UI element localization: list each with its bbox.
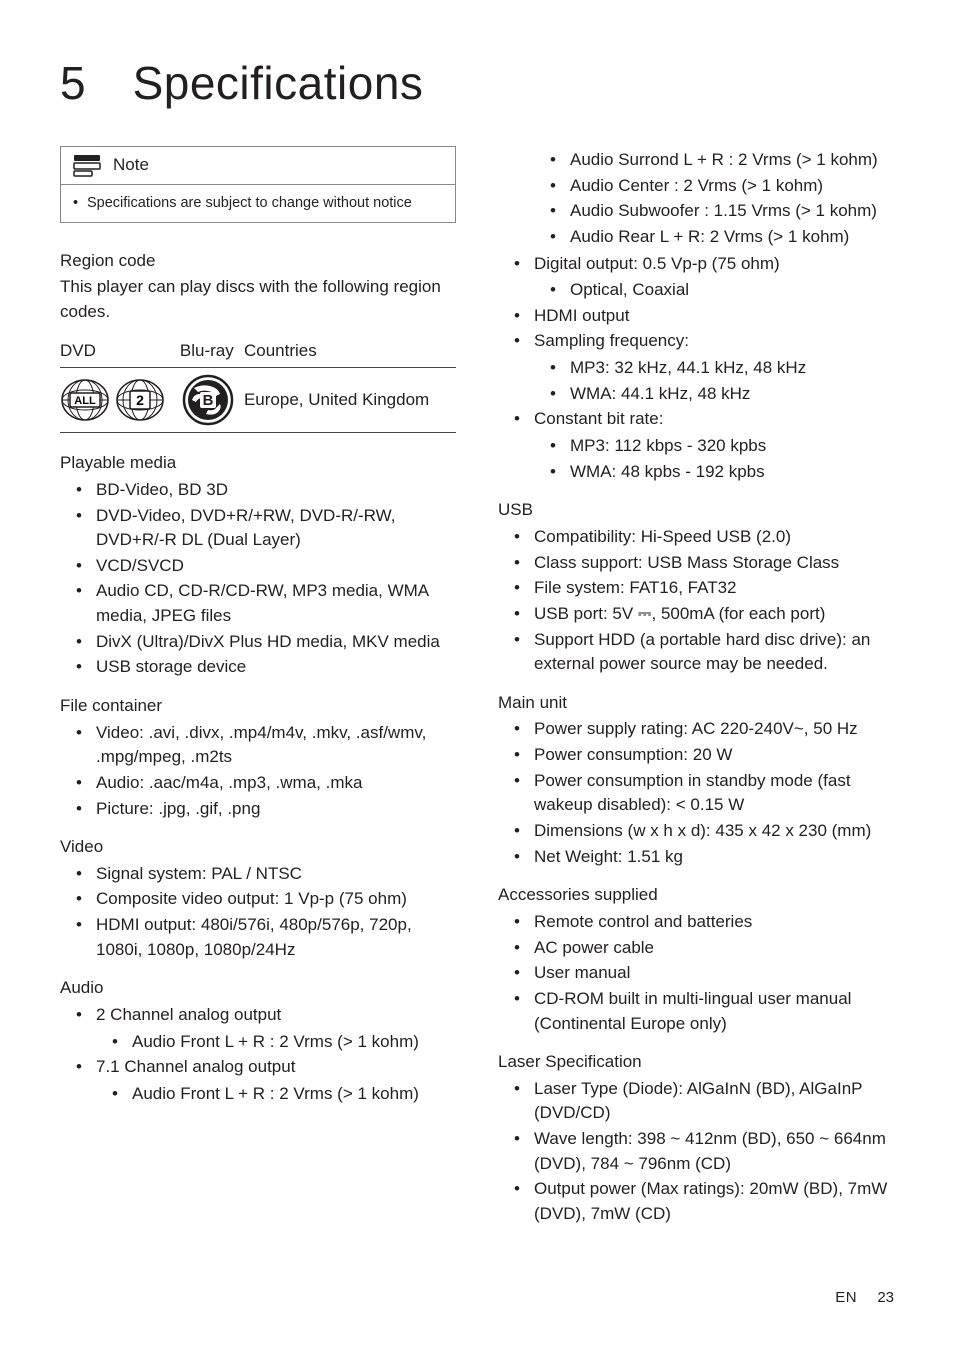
list-item: Audio: .aac/m4a, .mp3, .wma, .mka [60, 771, 456, 796]
th-countries: Countries [244, 339, 456, 368]
list-item: Optical, Coaxial [534, 278, 894, 303]
region-table: DVD Blu-ray Countries ALL [60, 339, 456, 434]
list-item: Power supply rating: AC 220-240V~, 50 Hz [498, 717, 894, 742]
list-item: USB port: 5V ⎓, 500mA (for each port) [498, 602, 894, 627]
list-item: Picture: .jpg, .gif, .png [60, 797, 456, 822]
list-item: Laser Type (Diode): AlGaInN (BD), AlGaIn… [498, 1077, 894, 1126]
list-item: Digital output: 0.5 Vp-p (75 ohm) Optica… [498, 252, 894, 303]
region-code-heading: Region code [60, 249, 456, 274]
list-item: VCD/SVCD [60, 554, 456, 579]
svg-text:B: B [202, 392, 213, 409]
list-item: Constant bit rate: MP3: 112 kbps - 320 k… [498, 407, 894, 484]
left-column: Note Specifications are subject to chang… [60, 146, 456, 1228]
list-item: BD-Video, BD 3D [60, 478, 456, 503]
th-bluray: Blu-ray [180, 339, 244, 368]
list-item: Support HDD (a portable hard disc drive)… [498, 628, 894, 677]
audio-heading: Audio [60, 976, 456, 1001]
list-item: USB storage device [60, 655, 456, 680]
video-list: Signal system: PAL / NTSC Composite vide… [60, 862, 456, 963]
note-box: Note Specifications are subject to chang… [60, 146, 456, 223]
usb-list: Compatibility: Hi-Speed USB (2.0) Class … [498, 525, 894, 677]
list-item: Audio Subwoofer : 1.15 Vrms (> 1 kohm) [534, 199, 894, 224]
list-item-text: 7.1 Channel analog output [96, 1057, 295, 1076]
list-item: Audio Front L + R : 2 Vrms (> 1 kohm) [96, 1030, 456, 1055]
svg-text:ALL: ALL [74, 395, 96, 407]
main-unit-list: Power supply rating: AC 220-240V~, 50 Hz… [498, 717, 894, 869]
list-item: CD-ROM built in multi-lingual user manua… [498, 987, 894, 1036]
note-icon [73, 153, 101, 177]
list-item: Audio Rear L + R: 2 Vrms (> 1 kohm) [534, 225, 894, 250]
page-title: 5 Specifications [60, 56, 894, 110]
list-item: 7.1 Channel analog output Audio Front L … [60, 1055, 456, 1106]
list-item-text: Digital output: 0.5 Vp-p (75 ohm) [534, 254, 780, 273]
list-item: Audio Front L + R : 2 Vrms (> 1 kohm) [96, 1082, 456, 1107]
playable-media-heading: Playable media [60, 451, 456, 476]
list-item: Remote control and batteries [498, 910, 894, 935]
audio-71-sublist: Audio Surrond L + R : 2 Vrms (> 1 kohm) … [498, 148, 894, 250]
table-row: DVD Blu-ray Countries [60, 339, 456, 368]
list-item: DivX (Ultra)/DivX Plus HD media, MKV med… [60, 630, 456, 655]
list-item: Power consumption: 20 W [498, 743, 894, 768]
accessories-heading: Accessories supplied [498, 883, 894, 908]
list-item: Compatibility: Hi-Speed USB (2.0) [498, 525, 894, 550]
region-code-intro: This player can play discs with the foll… [60, 275, 456, 324]
page-footer: EN 23 [835, 1289, 894, 1306]
note-text: Specifications are subject to change wit… [61, 184, 455, 222]
list-item: DVD-Video, DVD+R/+RW, DVD-R/-RW, DVD+R/-… [60, 504, 456, 553]
list-item: HDMI output [498, 304, 894, 329]
list-item: Composite video output: 1 Vp-p (75 ohm) [60, 887, 456, 912]
list-item: HDMI output: 480i/576i, 480p/576p, 720p,… [60, 913, 456, 962]
list-item: User manual [498, 961, 894, 986]
list-item: Signal system: PAL / NTSC [60, 862, 456, 887]
list-item: WMA: 44.1 kHz, 48 kHz [534, 382, 894, 407]
list-item-text: Constant bit rate: [534, 409, 663, 428]
audio-cont-list: Digital output: 0.5 Vp-p (75 ohm) Optica… [498, 252, 894, 485]
list-item-text: 2 Channel analog output [96, 1005, 281, 1024]
laser-heading: Laser Specification [498, 1050, 894, 1075]
list-item: WMA: 48 kpbs - 192 kpbs [534, 460, 894, 485]
laser-list: Laser Type (Diode): AlGaInN (BD), AlGaIn… [498, 1077, 894, 1227]
list-item: MP3: 32 kHz, 44.1 kHz, 48 kHz [534, 356, 894, 381]
list-item: Video: .avi, .divx, .mp4/m4v, .mkv, .asf… [60, 721, 456, 770]
th-dvd: DVD [60, 339, 180, 368]
list-item: MP3: 112 kbps - 320 kpbs [534, 434, 894, 459]
region-countries: Europe, United Kingdom [244, 368, 456, 433]
bluray-region-b-icon: B [180, 374, 236, 426]
footer-lang: EN [835, 1289, 857, 1306]
svg-text:2: 2 [136, 392, 144, 408]
audio-list: 2 Channel analog output Audio Front L + … [60, 1003, 456, 1107]
file-container-list: Video: .avi, .divx, .mp4/m4v, .mkv, .asf… [60, 721, 456, 822]
dvd-region-2-icon: 2 [115, 378, 165, 422]
list-item: Audio Center : 2 Vrms (> 1 kohm) [534, 174, 894, 199]
file-container-heading: File container [60, 694, 456, 719]
accessories-list: Remote control and batteries AC power ca… [498, 910, 894, 1036]
list-item: File system: FAT16, FAT32 [498, 576, 894, 601]
note-label: Note [113, 153, 149, 178]
list-item-text: Sampling frequency: [534, 331, 689, 350]
right-column: Audio Surrond L + R : 2 Vrms (> 1 kohm) … [498, 146, 894, 1228]
list-item: AC power cable [498, 936, 894, 961]
list-item: Net Weight: 1.51 kg [498, 845, 894, 870]
list-item: Audio CD, CD-R/CD-RW, MP3 media, WMA med… [60, 579, 456, 628]
list-item: Class support: USB Mass Storage Class [498, 551, 894, 576]
usb-heading: USB [498, 498, 894, 523]
main-unit-heading: Main unit [498, 691, 894, 716]
dvd-region-all-icon: ALL [60, 378, 110, 422]
table-row: ALL 2 [60, 368, 456, 433]
list-item: 2 Channel analog output Audio Front L + … [60, 1003, 456, 1054]
list-item: Output power (Max ratings): 20mW (BD), 7… [498, 1177, 894, 1226]
video-heading: Video [60, 835, 456, 860]
list-item: Sampling frequency: MP3: 32 kHz, 44.1 kH… [498, 329, 894, 406]
list-item: Audio Surrond L + R : 2 Vrms (> 1 kohm) [534, 148, 894, 173]
list-item: Dimensions (w x h x d): 435 x 42 x 230 (… [498, 819, 894, 844]
list-item: Wave length: 398 ~ 412nm (BD), 650 ~ 664… [498, 1127, 894, 1176]
list-item: Power consumption in standby mode (fast … [498, 769, 894, 818]
footer-page-number: 23 [877, 1289, 894, 1306]
playable-media-list: BD-Video, BD 3D DVD-Video, DVD+R/+RW, DV… [60, 478, 456, 680]
